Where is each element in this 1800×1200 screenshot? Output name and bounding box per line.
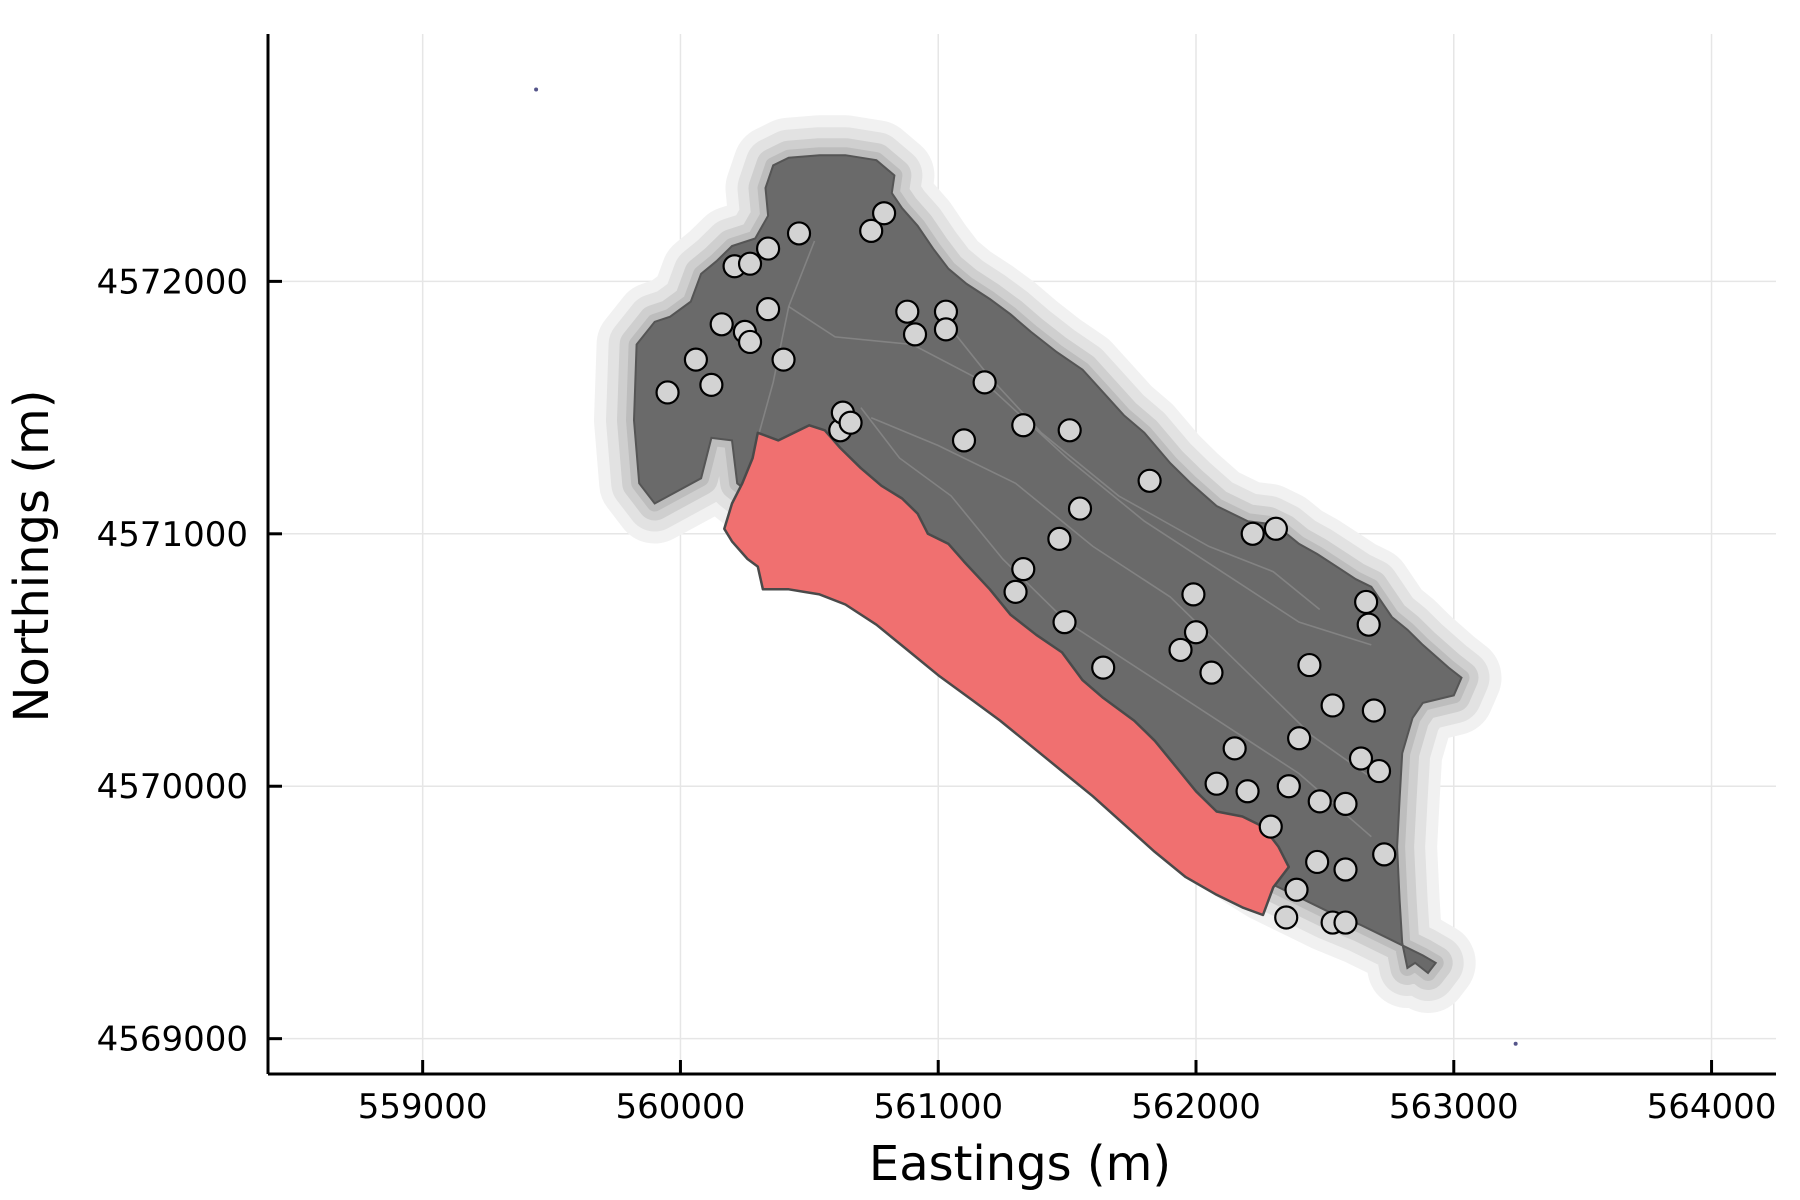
sample-points bbox=[534, 87, 1518, 1046]
sample-point bbox=[1333, 857, 1358, 882]
sample-point bbox=[1011, 413, 1036, 438]
sample-point bbox=[1137, 468, 1162, 493]
sample-point bbox=[1333, 791, 1358, 817]
sample-point bbox=[1057, 418, 1082, 443]
sample-point bbox=[1361, 698, 1386, 723]
sample-point bbox=[902, 322, 928, 347]
x-tick-label: 559000 bbox=[358, 1087, 488, 1127]
sample-point bbox=[1307, 789, 1332, 814]
sample-point bbox=[1366, 758, 1392, 784]
sample-point bbox=[871, 201, 897, 226]
sample-point bbox=[737, 251, 763, 276]
stream-line bbox=[757, 240, 816, 439]
sample-point bbox=[1091, 655, 1116, 680]
sample-point bbox=[859, 218, 884, 243]
sample-point bbox=[683, 347, 709, 372]
sample-point bbox=[1297, 652, 1322, 678]
stray-mark bbox=[1513, 1041, 1518, 1046]
sample-point bbox=[699, 372, 724, 397]
stream-line bbox=[788, 305, 1372, 646]
sample-point bbox=[737, 329, 763, 355]
sample-point bbox=[1274, 905, 1299, 930]
sample-point bbox=[1287, 726, 1312, 751]
sample-point bbox=[1047, 526, 1072, 551]
y-tick-label: 4572000 bbox=[97, 262, 248, 302]
sample-point bbox=[972, 370, 997, 395]
sample-point bbox=[1333, 910, 1358, 935]
sample-point bbox=[1240, 521, 1265, 546]
x-tick-label: 563000 bbox=[1389, 1087, 1519, 1127]
y-tick-label: 4571000 bbox=[97, 515, 248, 555]
sample-point bbox=[1011, 557, 1036, 582]
sample-point bbox=[1263, 516, 1289, 541]
sample-point bbox=[838, 410, 863, 435]
y-axis-title: Northings (m) bbox=[4, 390, 60, 723]
sample-point bbox=[1348, 746, 1374, 771]
sample-point bbox=[1305, 849, 1330, 875]
sample-point bbox=[755, 236, 781, 261]
stream-line bbox=[870, 416, 1377, 782]
sample-point bbox=[1067, 496, 1093, 521]
tick-labels: 559000 560000 561000 562000 563000 564000 4569… bbox=[97, 262, 1777, 1127]
y-tick-label: 4570000 bbox=[97, 767, 248, 807]
sample-point bbox=[655, 380, 680, 405]
sample-point bbox=[1003, 579, 1028, 604]
stray-mark bbox=[534, 87, 539, 92]
highlighted-zone bbox=[723, 424, 1291, 917]
sample-point bbox=[1284, 877, 1309, 902]
sample-point bbox=[951, 428, 977, 453]
sample-point bbox=[1204, 771, 1229, 796]
sample-point bbox=[1258, 814, 1283, 839]
sample-point bbox=[786, 221, 812, 246]
sample-point bbox=[895, 299, 920, 324]
sample-point bbox=[1235, 779, 1260, 804]
x-tick-label: 562000 bbox=[1131, 1087, 1261, 1127]
x-tick-label: 564000 bbox=[1647, 1087, 1777, 1127]
sample-point bbox=[755, 297, 781, 322]
x-tick-label: 560000 bbox=[616, 1087, 746, 1127]
sample-point bbox=[771, 347, 796, 372]
x-axis-title: Eastings (m) bbox=[869, 1136, 1171, 1192]
sample-point bbox=[1199, 660, 1224, 685]
sample-point bbox=[933, 317, 959, 342]
sample-point bbox=[1276, 774, 1301, 799]
sample-point bbox=[1183, 620, 1209, 645]
highlight-polygon bbox=[723, 424, 1291, 917]
sample-point bbox=[1181, 582, 1206, 607]
x-tick-label: 561000 bbox=[873, 1087, 1003, 1127]
sample-point bbox=[1052, 610, 1077, 635]
sample-point bbox=[1320, 693, 1345, 718]
sample-point bbox=[1372, 842, 1397, 867]
axes bbox=[266, 34, 1776, 1076]
y-tick-label: 4569000 bbox=[97, 1020, 248, 1060]
sample-point bbox=[1354, 589, 1379, 615]
sample-point bbox=[709, 312, 734, 337]
sample-point bbox=[1356, 612, 1381, 637]
sample-point bbox=[1222, 736, 1247, 761]
sample-point bbox=[1168, 637, 1193, 663]
